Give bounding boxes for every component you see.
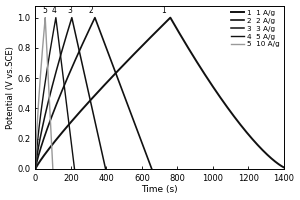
Legend: 1  1 A/g, 2  2 A/g, 3  3 A/g, 4  5 A/g, 5  10 A/g: 1 1 A/g, 2 2 A/g, 3 3 A/g, 4 5 A/g, 5 10… bbox=[230, 9, 280, 48]
Y-axis label: Potential (V vs.SCE): Potential (V vs.SCE) bbox=[6, 46, 15, 129]
Text: 4: 4 bbox=[52, 6, 57, 15]
Text: 1: 1 bbox=[161, 6, 166, 15]
Text: 2: 2 bbox=[89, 6, 94, 15]
X-axis label: Time (s): Time (s) bbox=[141, 185, 178, 194]
Text: 5: 5 bbox=[42, 6, 47, 15]
Text: 3: 3 bbox=[67, 6, 72, 15]
